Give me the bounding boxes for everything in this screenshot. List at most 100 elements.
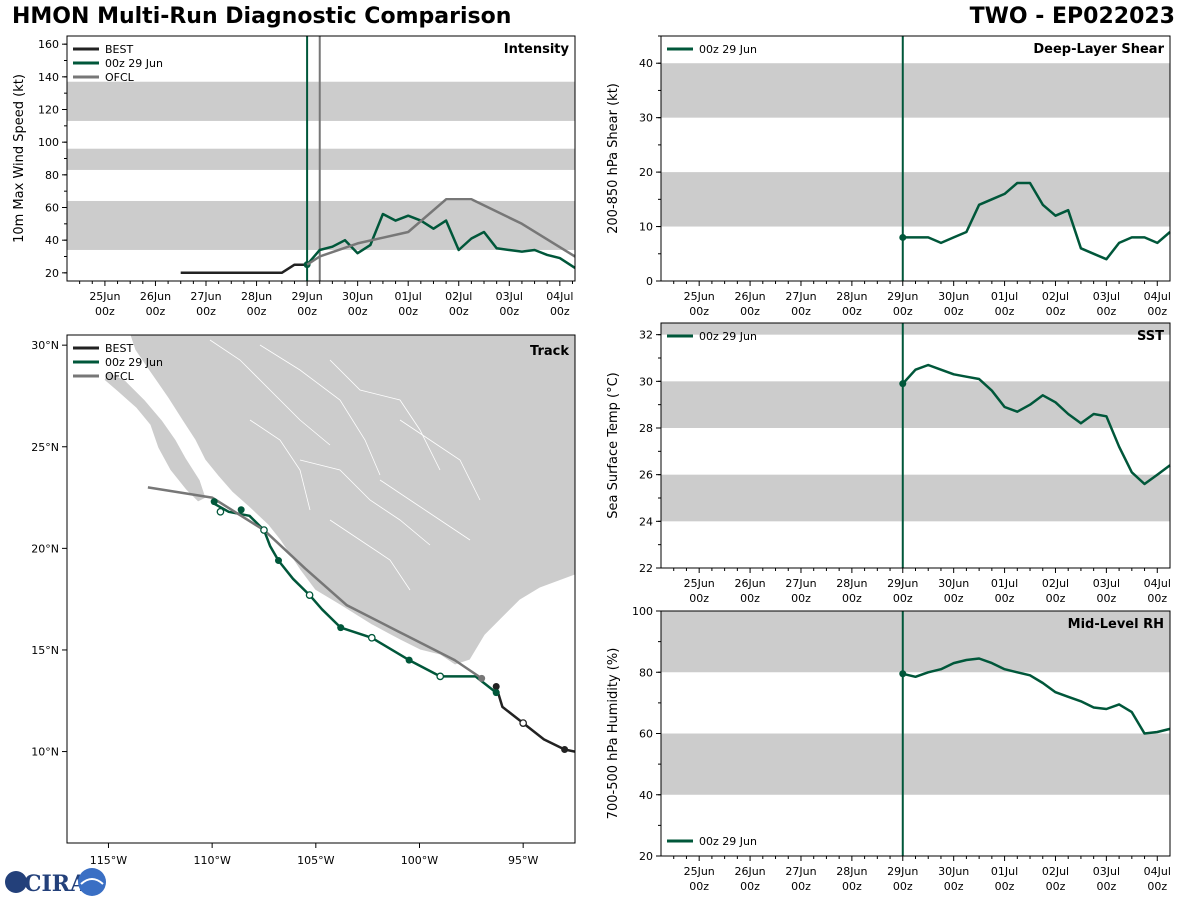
x-tick-hour: 00z: [550, 305, 570, 318]
x-tick-label: 95°W: [508, 854, 538, 867]
x-tick-date: 02Jul: [1042, 865, 1069, 878]
x-tick-date: 25Jun: [684, 865, 715, 878]
x-tick-date: 25Jun: [684, 290, 715, 303]
x-tick-hour: 00z: [893, 880, 913, 893]
x-tick-date: 27Jun: [785, 577, 816, 590]
x-tick-hour: 00z: [1147, 880, 1167, 893]
page-title: HMON Multi-Run Diagnostic Comparison: [12, 4, 512, 29]
x-tick-hour: 00z: [995, 880, 1015, 893]
x-tick-date: 01Jul: [991, 865, 1018, 878]
track-point-open: [436, 672, 445, 681]
legend-label-ofcl: OFCL: [105, 370, 135, 383]
x-tick-hour: 00z: [146, 305, 166, 318]
panel-title: Deep-Layer Shear: [1033, 42, 1164, 57]
track-ofcl: [147, 486, 483, 680]
x-tick-date: 26Jun: [140, 290, 171, 303]
x-tick-hour: 00z: [348, 305, 368, 318]
land-mass: [103, 335, 575, 666]
y-axis-label: 200-850 hPa Shear (kt): [606, 83, 621, 234]
x-tick-date: 30Jun: [938, 865, 969, 878]
x-tick-hour: 00z: [893, 305, 913, 318]
x-tick-label: 110°W: [193, 854, 230, 867]
track-point: [492, 689, 500, 697]
y-tick-label: 100: [632, 605, 653, 618]
x-tick-hour: 00z: [196, 305, 216, 318]
x-tick-date: 29Jun: [292, 290, 323, 303]
x-tick-hour: 00z: [1046, 305, 1066, 318]
x-tick-date: 01Jul: [395, 290, 422, 303]
x-tick-hour: 00z: [791, 592, 811, 605]
x-tick-date: 28Jun: [836, 865, 867, 878]
y-tick-label: 120: [38, 104, 59, 117]
y-tick-label: 10: [639, 221, 653, 234]
y-tick-label: 80: [45, 169, 59, 182]
x-tick-hour: 00z: [398, 305, 418, 318]
shaded-band: [661, 381, 1170, 428]
x-tick-hour: 00z: [740, 305, 760, 318]
track-point-open: [519, 719, 528, 727]
y-tick-label: 80: [639, 666, 653, 679]
x-tick-hour: 00z: [689, 592, 709, 605]
y-axis-label: 700-500 hPa Humidity (%): [606, 648, 621, 820]
x-tick-hour: 00z: [449, 305, 469, 318]
panel-title: Mid-Level RH: [1068, 617, 1164, 632]
logo-text: CIRA: [24, 871, 88, 897]
shaded-band: [661, 63, 1170, 118]
x-tick-hour: 00z: [689, 880, 709, 893]
x-tick-date: 29Jun: [887, 577, 918, 590]
track-point: [561, 746, 569, 754]
y-tick-label: 30°N: [31, 339, 59, 352]
series-run: [901, 363, 1171, 486]
legend-label-best: BEST: [105, 43, 133, 56]
shaded-band: [661, 474, 1170, 522]
y-tick-label: 60: [45, 202, 59, 215]
x-tick-date: 01Jul: [991, 577, 1018, 590]
x-tick-hour: 00z: [499, 305, 519, 318]
y-tick-label: 0: [646, 275, 653, 288]
series-ofcl: [306, 198, 576, 266]
series-best: [180, 263, 308, 275]
x-tick-date: 28Jun: [836, 577, 867, 590]
x-tick-hour: 00z: [791, 305, 811, 318]
track-point-open: [216, 507, 225, 516]
x-tick-hour: 00z: [740, 592, 760, 605]
x-tick-date: 02Jul: [1042, 290, 1069, 303]
x-tick-label: 115°W: [90, 854, 127, 867]
globe-icon: [5, 871, 27, 893]
x-tick-hour: 00z: [842, 880, 862, 893]
y-tick-label: 30: [639, 375, 653, 388]
land-baja: [103, 371, 207, 503]
y-tick-label: 20: [45, 267, 59, 280]
x-tick-date: 30Jun: [342, 290, 373, 303]
y-axis-label: 10m Max Wind Speed (kt): [12, 74, 27, 243]
shaded-band: [67, 148, 575, 170]
x-tick-hour: 00z: [297, 305, 317, 318]
x-tick-date: 02Jul: [1042, 577, 1069, 590]
y-tick-label: 20: [639, 850, 653, 863]
x-tick-date: 04Jul: [546, 290, 573, 303]
y-tick-label: 20: [639, 166, 653, 179]
x-tick-date: 28Jun: [836, 290, 867, 303]
panel-track-data: [147, 486, 575, 754]
logo-emblem-icon: [78, 868, 106, 896]
track-point: [337, 624, 345, 632]
shaded-band: [67, 81, 575, 121]
x-tick-date: 25Jun: [684, 577, 715, 590]
legend-label-run: 00z 29 Jun: [699, 835, 757, 848]
x-tick-hour: 00z: [740, 880, 760, 893]
x-tick-date: 26Jun: [734, 290, 765, 303]
x-tick-hour: 00z: [791, 880, 811, 893]
x-tick-label: 100°W: [401, 854, 438, 867]
track-point: [405, 656, 413, 664]
panel-track-axes: 115°W 110°W 105°W 100°W 95°W 10°N 15°N 20°N 25°N…: [31, 334, 576, 867]
y-tick-label: 30: [639, 112, 653, 125]
y-tick-label: 15°N: [31, 644, 59, 657]
panel-rh: 20 40 60 80 100 25Jun 00z 26Jun 00z 27Jun 00z 28Jun…: [606, 605, 1171, 893]
plot-frame: [660, 322, 1171, 569]
series-run: [902, 181, 1171, 261]
x-tick-hour: 00z: [1046, 880, 1066, 893]
x-tick-hour: 00z: [1147, 592, 1167, 605]
storm-id: TWO - EP022023: [969, 4, 1175, 29]
track-point: [478, 674, 486, 682]
